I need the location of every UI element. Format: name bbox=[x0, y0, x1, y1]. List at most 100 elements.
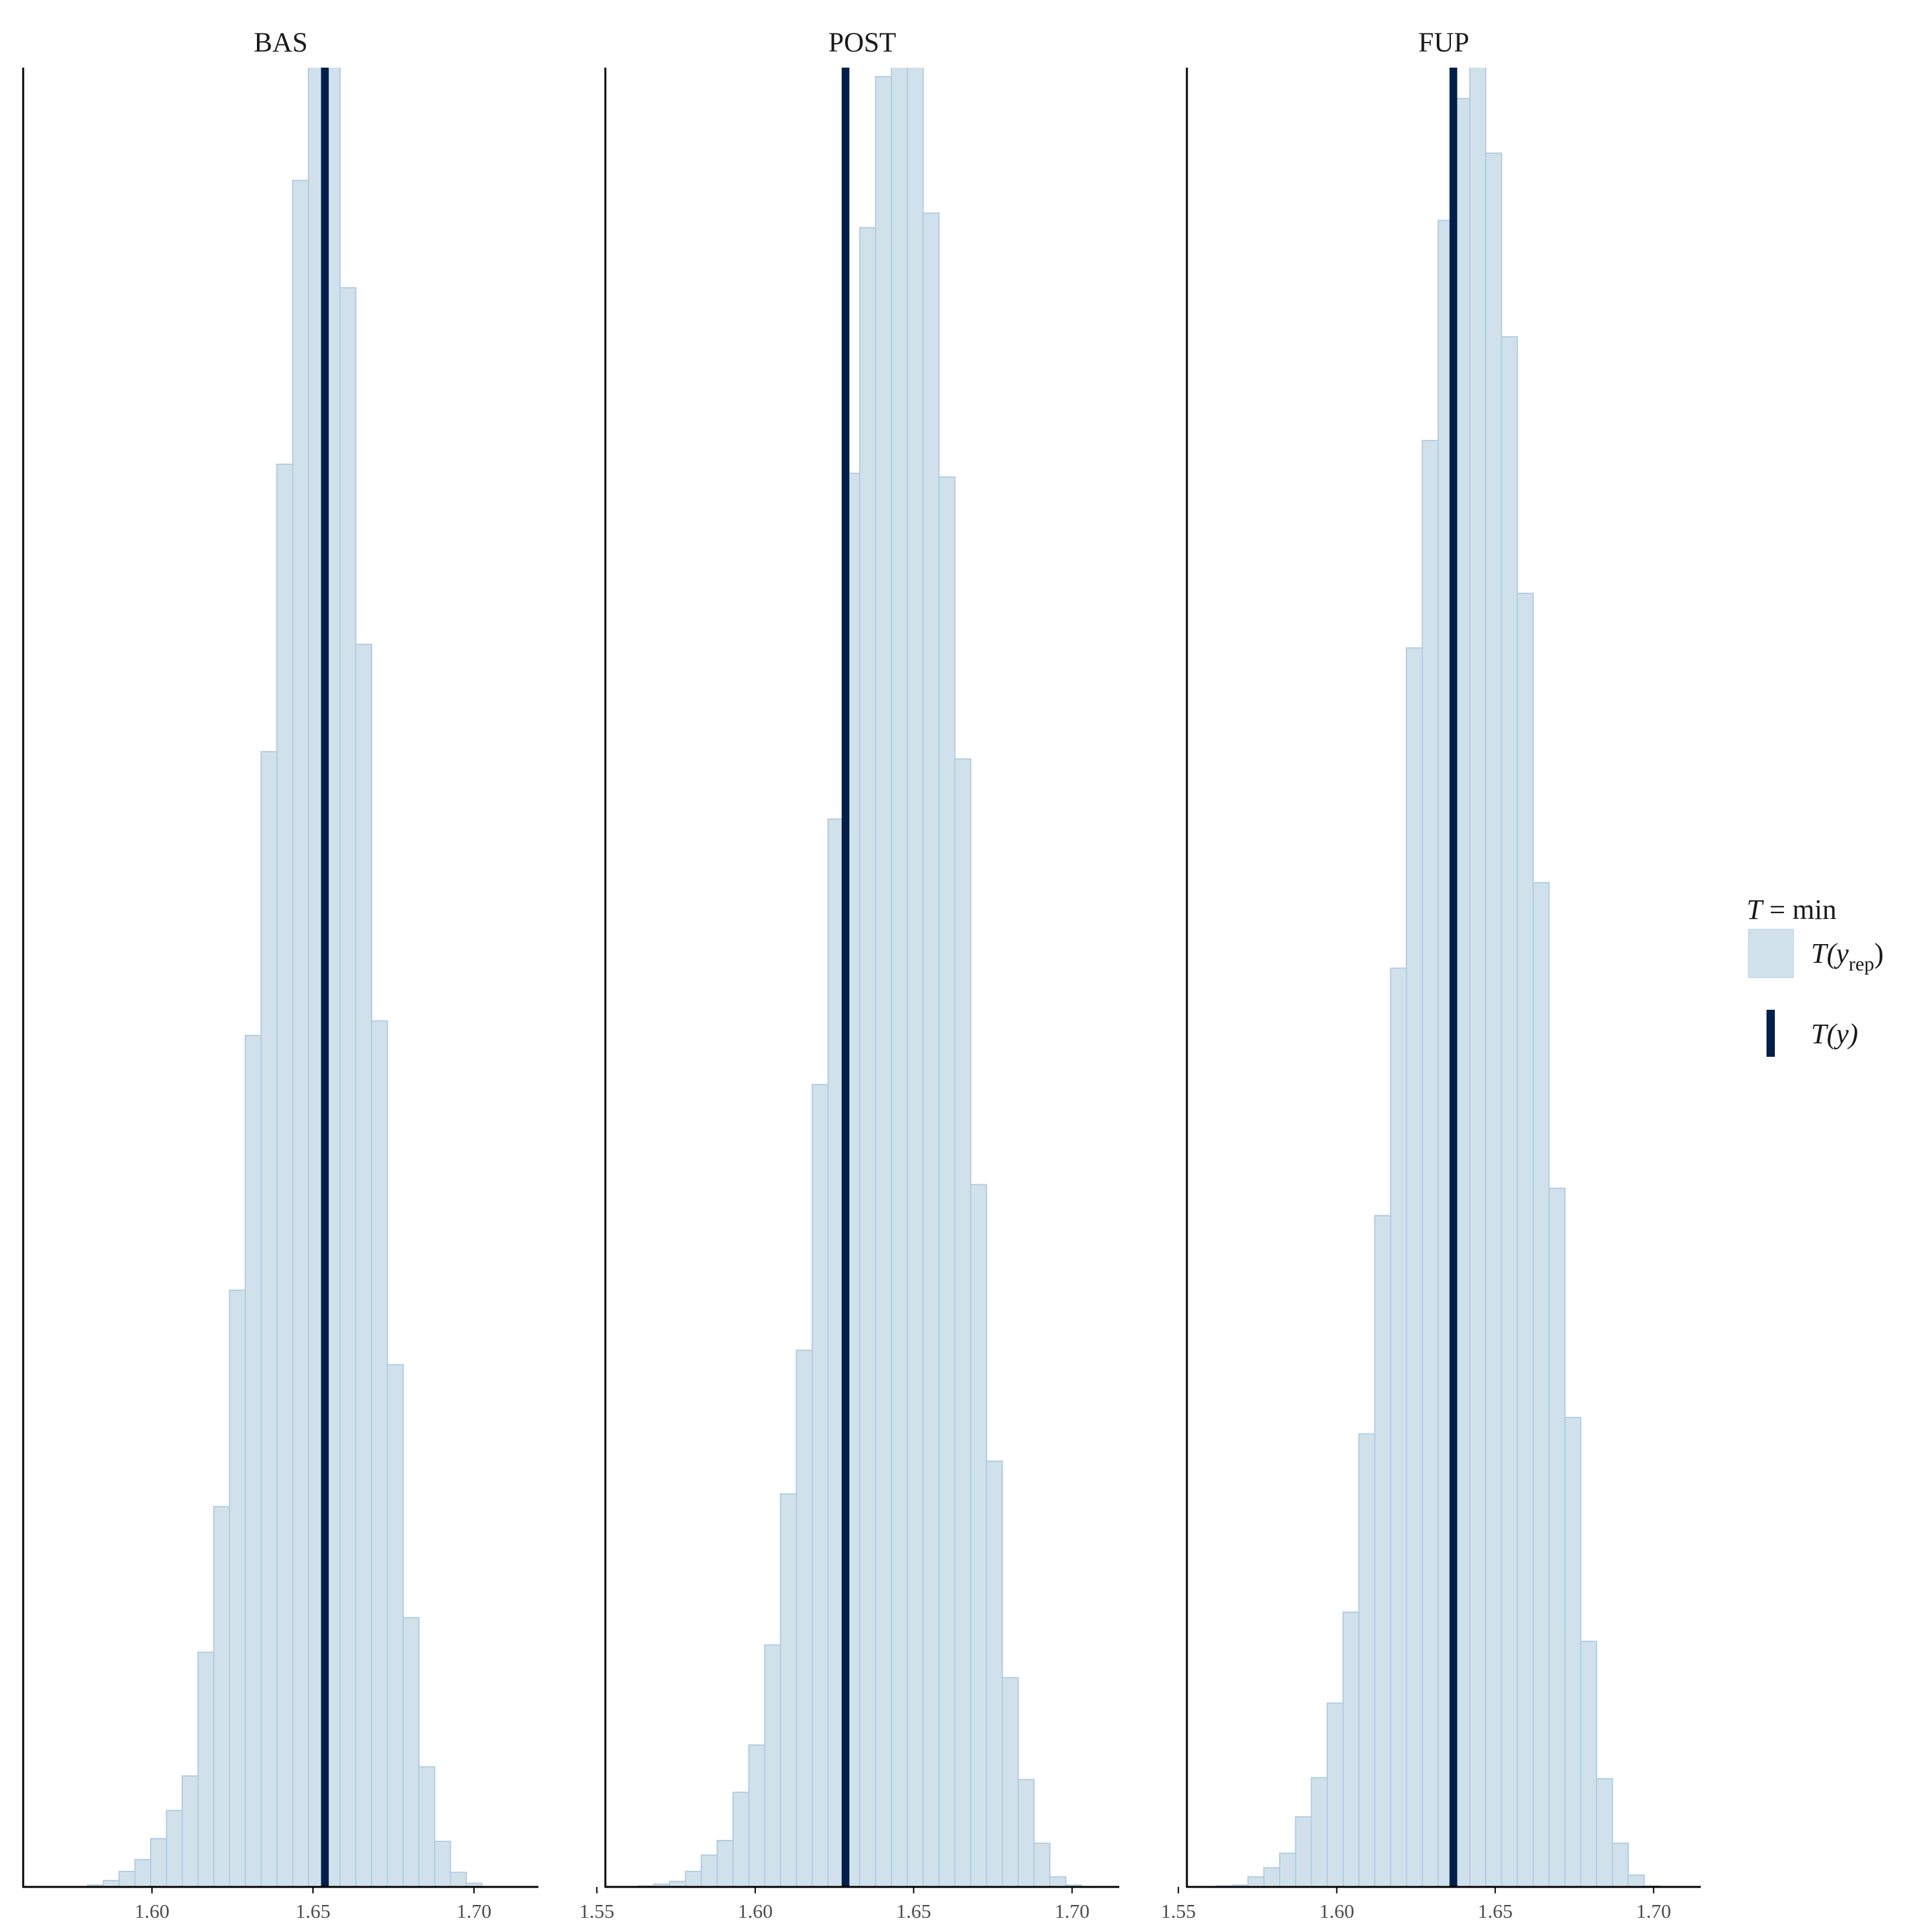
histogram-bar bbox=[118, 1870, 136, 1887]
histogram-bar bbox=[1263, 1867, 1281, 1887]
facet-title: POST bbox=[828, 28, 896, 58]
histogram-bar bbox=[1484, 152, 1502, 1887]
x-tick-label: 1.55 bbox=[580, 1900, 614, 1922]
histogram-bar bbox=[827, 818, 845, 1887]
histogram-bar bbox=[182, 1775, 199, 1887]
legend-title-rest: = min bbox=[1762, 894, 1836, 925]
panel-post: 1.55 1.60 1.65 1.70 POST bbox=[580, 28, 1119, 1922]
histogram-bar bbox=[450, 1871, 467, 1887]
histogram-bar bbox=[245, 1034, 262, 1887]
histogram-bar bbox=[859, 227, 876, 1887]
histogram-bars bbox=[637, 68, 1083, 1887]
histogram-bar bbox=[1390, 967, 1407, 1887]
legend-title: T = min bbox=[1747, 894, 1837, 925]
histogram-bar bbox=[1421, 440, 1439, 1887]
legend-key-rep-swatch bbox=[1748, 929, 1794, 978]
histogram-bar bbox=[386, 1364, 404, 1887]
histogram-bar bbox=[1548, 1188, 1566, 1887]
histogram-bar bbox=[213, 1506, 231, 1887]
histogram-bar bbox=[418, 1766, 435, 1887]
histogram-bar bbox=[1311, 1777, 1328, 1887]
facet-title: BAS bbox=[254, 28, 308, 58]
x-tick-label: 1.65 bbox=[296, 1900, 330, 1922]
x-tick-label: 1.70 bbox=[1055, 1900, 1090, 1922]
histogram-bar bbox=[197, 1651, 214, 1887]
histogram-bar bbox=[1611, 1842, 1629, 1887]
legend-key-observed-line bbox=[1766, 1010, 1775, 1057]
histogram-bar bbox=[1580, 1640, 1598, 1887]
observed-stat-line bbox=[1449, 68, 1457, 1887]
histogram-bar bbox=[1033, 1842, 1051, 1887]
x-tick-label: 1.65 bbox=[896, 1900, 931, 1922]
histogram-bar bbox=[1564, 1417, 1582, 1887]
histogram-bar bbox=[685, 1870, 703, 1887]
x-tick-label: 1.65 bbox=[1478, 1900, 1513, 1922]
x-tick-label: 1.70 bbox=[1636, 1900, 1671, 1922]
histogram-bar bbox=[1326, 1702, 1344, 1887]
histogram-bar bbox=[716, 1839, 734, 1887]
histogram-bar bbox=[1049, 1876, 1066, 1887]
histogram-bars bbox=[1215, 68, 1661, 1887]
histogram-bar bbox=[166, 1810, 183, 1887]
legend-title-var: T bbox=[1747, 894, 1765, 925]
histogram-bar bbox=[1294, 1816, 1312, 1887]
x-tick-label: 1.60 bbox=[738, 1900, 773, 1922]
histogram-bar bbox=[732, 1792, 750, 1887]
x-tick-label: 1.60 bbox=[135, 1900, 169, 1922]
histogram-bar bbox=[1532, 882, 1550, 1887]
histogram-bar bbox=[371, 1020, 388, 1887]
histogram-bar bbox=[922, 213, 940, 1887]
observed-stat-line bbox=[841, 68, 849, 1887]
histogram-bar bbox=[1247, 1876, 1265, 1887]
histogram-bar bbox=[1279, 1852, 1296, 1887]
histogram-bar bbox=[229, 1289, 246, 1887]
histogram-bar bbox=[1374, 1215, 1392, 1887]
histogram-bar bbox=[1596, 1777, 1613, 1887]
histogram-bar bbox=[292, 180, 309, 1887]
histogram-bar bbox=[150, 1838, 167, 1887]
histogram-bar bbox=[938, 476, 956, 1887]
histogram-bar bbox=[134, 1859, 151, 1887]
histogram-bar bbox=[1018, 1779, 1035, 1887]
histogram-bar bbox=[985, 1460, 1003, 1887]
legend: T = min T(yrep) T(y) bbox=[1747, 894, 1884, 1057]
histogram-bar bbox=[339, 287, 357, 1887]
histogram-bar bbox=[355, 643, 372, 1887]
histogram-bar bbox=[402, 1616, 420, 1887]
histogram-bar bbox=[276, 463, 294, 1887]
x-tick-label: 1.60 bbox=[1320, 1900, 1354, 1922]
histogram-bar bbox=[954, 758, 972, 1887]
histogram-bar bbox=[1627, 1874, 1645, 1887]
histogram-bar bbox=[260, 751, 278, 1887]
histogram-bar bbox=[748, 1744, 766, 1887]
observed-stat-line bbox=[321, 68, 329, 1887]
legend-label-observed: T(y) bbox=[1811, 1018, 1858, 1050]
x-tick-label: 1.55 bbox=[1161, 1900, 1196, 1922]
histogram-bar bbox=[764, 1644, 782, 1887]
histogram-bar bbox=[1358, 1433, 1376, 1887]
panel-bas: 1.60 1.65 1.70 BAS bbox=[22, 28, 538, 1922]
histogram-bars bbox=[87, 68, 483, 1887]
panel-fup: 1.55 1.60 1.65 1.70 FUP bbox=[1161, 28, 1701, 1922]
histogram-bar bbox=[891, 68, 908, 1887]
histogram-bar bbox=[795, 1349, 813, 1887]
histogram-bar bbox=[1405, 647, 1423, 1887]
histogram-bar bbox=[780, 1493, 797, 1887]
histogram-bar bbox=[1001, 1677, 1019, 1887]
histogram-bar bbox=[811, 1084, 829, 1887]
histogram-bar bbox=[466, 1882, 483, 1887]
histogram-bar bbox=[434, 1841, 451, 1887]
facet-title: FUP bbox=[1419, 28, 1470, 58]
histogram-bar bbox=[701, 1854, 718, 1887]
histogram-bar bbox=[1501, 336, 1519, 1887]
histogram-bar bbox=[906, 68, 924, 1887]
histogram-bar bbox=[1469, 68, 1486, 1887]
legend-label-rep: T(yrep) bbox=[1811, 938, 1884, 975]
histogram-bar bbox=[875, 76, 893, 1887]
histogram-bar bbox=[970, 1184, 987, 1887]
histogram-bar bbox=[1517, 592, 1534, 1887]
x-tick-label: 1.70 bbox=[457, 1900, 491, 1922]
histogram-bar bbox=[1342, 1611, 1360, 1887]
